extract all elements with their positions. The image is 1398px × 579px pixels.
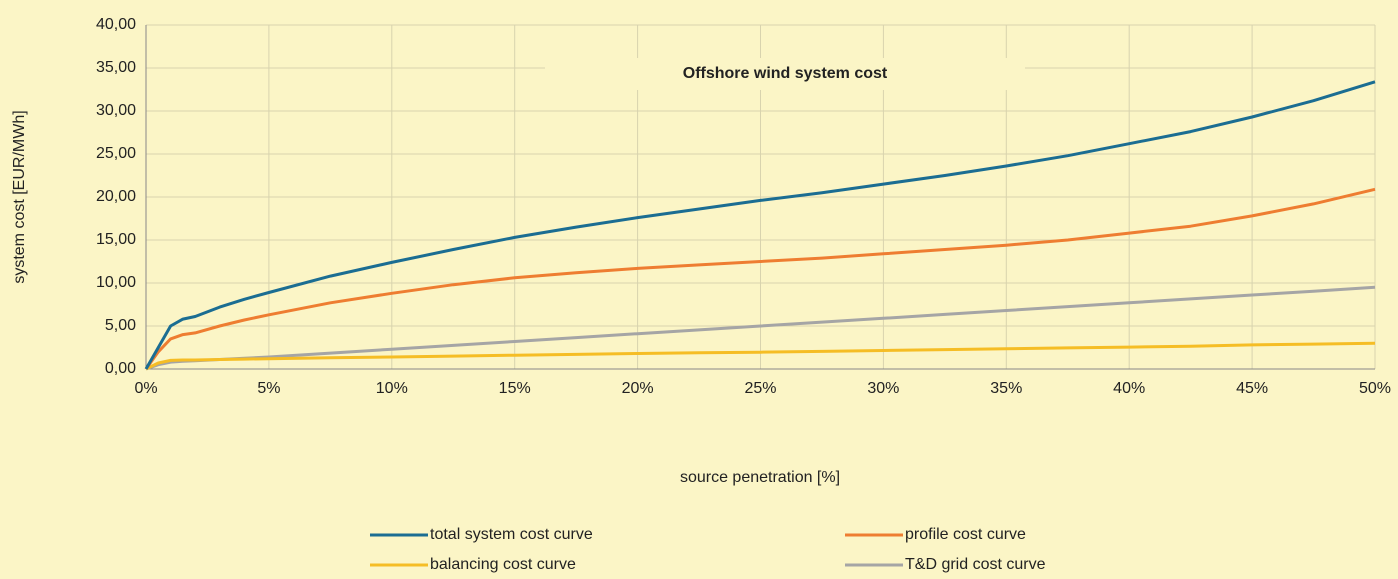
x-tick-label: 20% [622, 380, 654, 397]
y-tick-label: 35,00 [96, 59, 136, 76]
legend-label: balancing cost curve [430, 556, 576, 573]
x-tick-label: 30% [867, 380, 899, 397]
y-tick-label: 20,00 [96, 188, 136, 205]
x-tick-label: 50% [1359, 380, 1391, 397]
y-tick-label: 0,00 [105, 360, 136, 377]
legend-label: total system cost curve [430, 526, 593, 543]
y-tick-label: 40,00 [96, 16, 136, 33]
series-line [145, 341, 1376, 371]
x-tick-label: 15% [499, 380, 531, 397]
y-tick-label: 10,00 [96, 274, 136, 291]
x-tick-label: 45% [1236, 380, 1268, 397]
series-line [144, 80, 1376, 370]
chart-title: Offshore wind system cost [683, 65, 888, 82]
x-tick-label: 40% [1113, 380, 1145, 397]
x-tick-label: 5% [257, 380, 280, 397]
series-line [144, 187, 1376, 370]
y-axis-label: system cost [EUR/MWh] [11, 110, 28, 283]
legend-label: T&D grid cost curve [905, 556, 1046, 573]
legend-label: profile cost curve [905, 526, 1026, 543]
x-tick-label: 10% [376, 380, 408, 397]
title-box [545, 58, 1025, 90]
x-tick-label: 25% [744, 380, 776, 397]
x-axis-label: source penetration [%] [680, 469, 840, 486]
y-tick-label: 15,00 [96, 231, 136, 248]
y-tick-label: 5,00 [105, 317, 136, 334]
x-tick-label: 35% [990, 380, 1022, 397]
y-tick-label: 25,00 [96, 145, 136, 162]
y-tick-label: 30,00 [96, 102, 136, 119]
x-tick-label: 0% [134, 380, 157, 397]
